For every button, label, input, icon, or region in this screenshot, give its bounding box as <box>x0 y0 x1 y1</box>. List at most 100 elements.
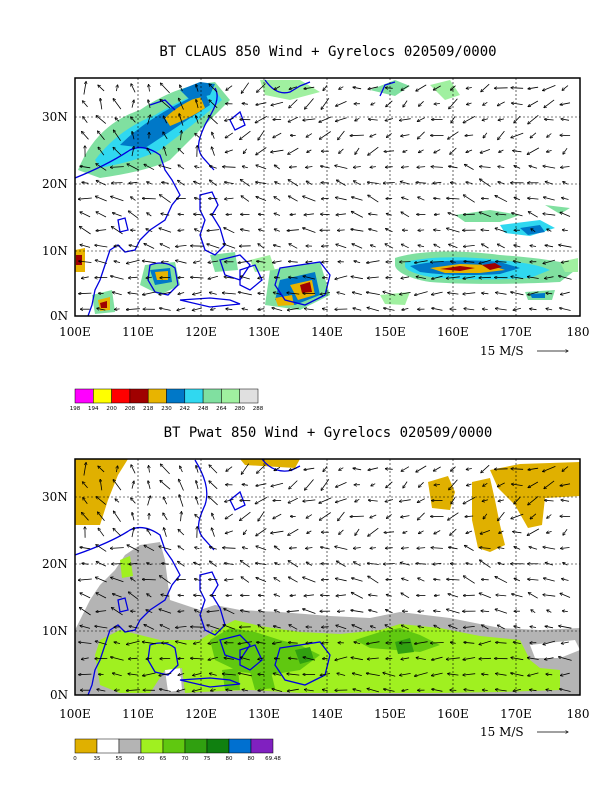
wind-arrow <box>446 276 460 279</box>
wind-arrow <box>417 131 425 139</box>
wind-arrow <box>399 499 411 502</box>
wind-arrow <box>304 690 314 691</box>
wind-arrow <box>288 528 299 535</box>
panel2-x-tick: 150E <box>374 707 406 721</box>
wind-arrow <box>223 625 236 630</box>
wind-arrow <box>224 277 234 279</box>
wind-arrow <box>558 276 572 280</box>
wind-arrow <box>238 673 252 677</box>
wind-arrow <box>465 516 474 517</box>
wind-arrow <box>126 259 140 263</box>
wind-arrow <box>449 625 458 630</box>
wind-arrow <box>127 545 140 552</box>
wind-arrow <box>528 87 539 89</box>
wind-arrow <box>160 83 170 94</box>
wind-arrow <box>209 166 217 169</box>
wind-arrow <box>543 640 556 644</box>
wind-arrow <box>371 484 376 486</box>
wind-arrow <box>142 261 156 264</box>
wind-arrow <box>466 149 473 152</box>
wind-arrow <box>79 261 92 262</box>
wind-arrow <box>225 579 234 580</box>
wind-arrow <box>563 182 568 185</box>
wind-arrow <box>544 99 555 108</box>
wind-arrow <box>289 658 298 659</box>
wind-arrow <box>335 197 347 201</box>
wind-arrow <box>207 244 220 249</box>
wind-arrow <box>194 579 200 581</box>
wind-arrow <box>196 481 199 490</box>
panel2-wind-vectors <box>78 463 572 692</box>
wind-arrow <box>418 245 425 247</box>
wind-arrow <box>129 626 138 629</box>
wind-arrow <box>482 690 488 691</box>
wind-arrow <box>528 579 539 580</box>
panel2-reference-vector: 15 M/S <box>480 725 568 739</box>
wind-arrow <box>159 228 172 233</box>
wind-arrow <box>178 230 185 231</box>
wind-arrow <box>257 261 266 262</box>
wind-arrow <box>450 183 456 184</box>
wind-arrow <box>287 293 300 294</box>
wind-arrow <box>402 308 409 310</box>
wind-arrow <box>225 118 234 120</box>
wind-arrow <box>336 482 347 487</box>
wind-arrow <box>209 292 217 295</box>
wind-arrow <box>464 309 475 310</box>
colorbar-swatch <box>221 388 240 404</box>
wind-arrow <box>287 611 299 612</box>
wind-arrow <box>480 530 491 534</box>
wind-arrow <box>337 673 346 676</box>
wind-arrow <box>238 641 252 644</box>
panel1-x-tick: 130E <box>248 325 280 339</box>
wind-arrow <box>559 308 571 311</box>
wind-arrow <box>353 87 362 89</box>
panel2-gridlines <box>75 459 580 695</box>
wind-arrow <box>98 512 105 522</box>
wind-arrow <box>238 292 252 296</box>
wind-arrow <box>179 479 184 491</box>
wind-arrow <box>323 466 328 471</box>
panel1-y-axis: 30N 20N 10N 0N <box>42 110 68 323</box>
wind-arrow <box>431 167 443 168</box>
wind-arrow <box>497 101 505 106</box>
wind-arrow <box>303 577 316 583</box>
wind-arrow <box>112 213 122 217</box>
wind-arrow <box>320 547 330 550</box>
wind-arrow <box>128 658 138 659</box>
wind-arrow <box>80 212 91 218</box>
wind-arrow <box>127 164 140 171</box>
wind-arrow <box>323 85 328 90</box>
colorbar-swatch <box>140 738 164 754</box>
wind-arrow <box>352 625 363 630</box>
wind-arrow <box>110 548 124 549</box>
wind-arrow <box>563 528 568 535</box>
wind-arrow <box>97 689 106 692</box>
colorbar-label: 230 <box>161 406 172 412</box>
wind-arrow <box>448 293 459 294</box>
wind-arrow <box>180 466 183 473</box>
wind-arrow <box>242 103 248 104</box>
wind-arrow <box>80 593 91 599</box>
wind-arrow <box>196 497 199 505</box>
wind-arrow <box>160 99 171 109</box>
wind-arrow <box>354 261 361 263</box>
wind-arrow <box>384 151 395 152</box>
wind-arrow <box>464 642 475 643</box>
wind-arrow <box>147 594 152 598</box>
wind-arrow <box>351 211 363 218</box>
wind-arrow <box>304 468 315 470</box>
wind-arrow <box>222 293 236 294</box>
colorbar-swatch <box>118 738 142 754</box>
wind-arrow <box>514 626 521 629</box>
wind-arrow <box>209 561 217 567</box>
wind-arrow <box>562 198 569 200</box>
wind-arrow <box>159 195 171 203</box>
wind-arrow <box>467 484 472 486</box>
wind-arrow <box>495 609 508 614</box>
wind-arrow <box>335 275 348 279</box>
wind-arrow <box>196 116 199 124</box>
wind-arrow <box>321 246 329 247</box>
wind-arrow <box>272 689 283 692</box>
wind-arrow <box>97 308 106 311</box>
